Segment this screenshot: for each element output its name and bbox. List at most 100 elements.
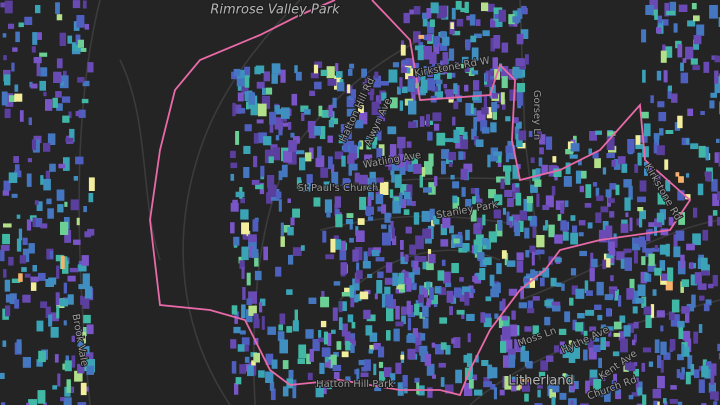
building xyxy=(517,92,523,106)
building xyxy=(637,152,642,166)
building xyxy=(448,152,457,161)
building xyxy=(301,112,305,121)
building xyxy=(288,369,294,379)
building xyxy=(275,191,282,199)
building xyxy=(431,342,436,348)
building xyxy=(56,14,63,21)
building xyxy=(375,257,385,262)
building xyxy=(664,2,669,17)
building xyxy=(426,302,431,308)
building xyxy=(650,95,654,104)
building xyxy=(641,29,647,43)
building xyxy=(673,246,681,258)
building xyxy=(600,206,609,213)
building xyxy=(403,191,411,200)
building xyxy=(467,333,471,343)
building xyxy=(258,103,267,117)
building xyxy=(65,355,69,363)
building xyxy=(45,306,51,319)
building xyxy=(665,180,671,192)
building xyxy=(402,157,411,171)
building xyxy=(465,229,470,241)
building xyxy=(38,350,46,363)
building xyxy=(453,337,461,348)
building xyxy=(686,173,690,178)
building xyxy=(693,15,700,22)
building xyxy=(698,379,705,393)
building xyxy=(501,42,509,53)
building xyxy=(653,173,661,186)
building xyxy=(37,32,42,40)
building xyxy=(516,260,524,273)
building xyxy=(676,369,681,379)
building xyxy=(698,324,703,333)
building xyxy=(710,92,717,98)
building xyxy=(687,355,693,369)
building xyxy=(264,149,274,164)
building xyxy=(49,163,56,172)
building xyxy=(502,207,506,215)
building xyxy=(572,225,578,233)
building xyxy=(266,192,273,204)
building xyxy=(552,379,560,393)
building xyxy=(641,111,649,119)
building xyxy=(490,19,496,28)
building xyxy=(314,126,321,136)
building xyxy=(686,303,695,312)
building xyxy=(702,359,707,366)
building xyxy=(397,86,401,95)
building xyxy=(691,294,696,308)
building xyxy=(43,142,51,152)
building xyxy=(667,267,674,282)
building xyxy=(620,258,625,269)
building xyxy=(663,398,667,404)
building xyxy=(481,2,489,12)
building xyxy=(681,137,690,146)
building xyxy=(588,148,592,155)
building xyxy=(413,212,420,225)
building xyxy=(475,234,484,247)
building xyxy=(251,249,259,259)
building xyxy=(63,157,70,171)
building xyxy=(413,163,422,174)
building xyxy=(483,313,492,318)
building xyxy=(413,261,419,271)
building xyxy=(657,355,662,369)
building xyxy=(492,109,497,120)
building xyxy=(480,120,488,132)
building xyxy=(26,219,32,231)
building xyxy=(8,95,16,102)
building xyxy=(441,259,446,266)
building xyxy=(255,65,265,74)
building xyxy=(602,259,607,270)
building xyxy=(677,190,685,201)
building xyxy=(678,4,688,12)
building xyxy=(390,373,396,384)
building xyxy=(318,159,323,165)
building xyxy=(554,345,559,353)
building xyxy=(244,124,252,132)
building xyxy=(349,163,358,171)
building xyxy=(472,96,480,101)
park-label: Rimrose Valley Park xyxy=(210,3,340,18)
building xyxy=(343,139,348,153)
building xyxy=(56,189,65,201)
building xyxy=(241,246,249,261)
building xyxy=(357,218,365,225)
building xyxy=(475,355,479,363)
building xyxy=(36,62,41,77)
building xyxy=(642,347,652,353)
building xyxy=(27,158,32,163)
building xyxy=(438,287,447,296)
building xyxy=(534,179,542,187)
building xyxy=(425,211,430,221)
building xyxy=(262,87,266,96)
building xyxy=(608,255,615,263)
building xyxy=(677,44,683,58)
building xyxy=(475,272,482,280)
building xyxy=(82,0,87,9)
building xyxy=(684,346,690,357)
building xyxy=(406,277,412,292)
building xyxy=(407,312,416,318)
building xyxy=(450,174,455,180)
